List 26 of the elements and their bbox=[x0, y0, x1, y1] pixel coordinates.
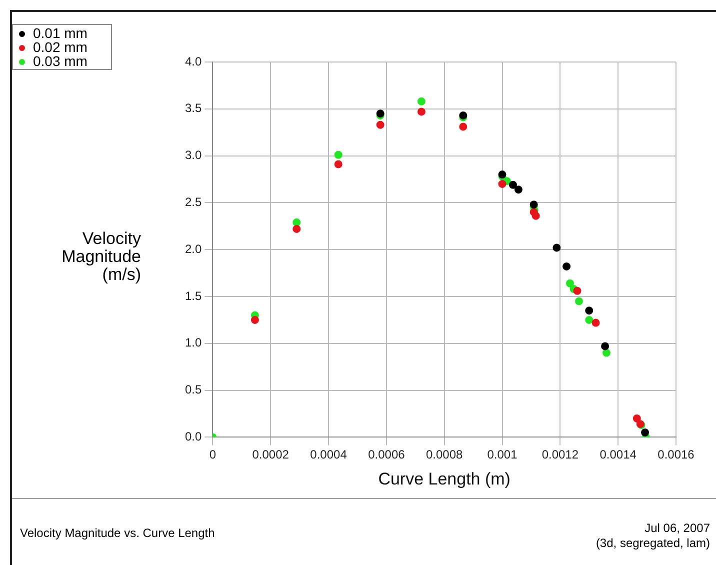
x-axis-title: Curve Length (m) bbox=[378, 469, 510, 488]
x-tick-label: 0 bbox=[209, 448, 216, 462]
y-tick-label: 1.0 bbox=[184, 336, 202, 350]
x-tick-label: 0.0008 bbox=[426, 448, 464, 462]
x-tick-label: 0.0004 bbox=[310, 448, 348, 462]
y-tick-label: 0.5 bbox=[184, 382, 202, 397]
x-tick-label: 0.0002 bbox=[252, 448, 290, 462]
legend-label: 0.01 mm bbox=[32, 25, 88, 41]
legend-label: 0.03 mm bbox=[32, 53, 88, 69]
x-tick-label: 0.0016 bbox=[658, 448, 695, 462]
x-tick-label: 0.0012 bbox=[542, 448, 579, 462]
y-tick-label: 4.0 bbox=[184, 54, 202, 68]
x-tick-label: 0.001 bbox=[487, 448, 518, 462]
y-axis-title: Velocity Magnitude (m/s) bbox=[62, 229, 141, 284]
x-tick-label: 0.0006 bbox=[368, 448, 406, 462]
text: Velocity Magnitude vs. Curve Length bbox=[20, 526, 215, 540]
x-tick-label: 0.0014 bbox=[600, 448, 637, 462]
y-tick-label: 3.0 bbox=[184, 148, 202, 162]
legend-label: 0.02 mm bbox=[32, 39, 88, 55]
y-tick-label: 2.5 bbox=[184, 195, 202, 210]
text: (3d, segregated, lam) bbox=[596, 536, 710, 550]
y-tick-label: 0.0 bbox=[184, 430, 202, 444]
y-tick-label: 3.5 bbox=[184, 101, 202, 116]
text: Jul 06, 2007 bbox=[644, 521, 710, 535]
y-tick-label: 1.5 bbox=[184, 288, 202, 303]
y-tick-label: 2.0 bbox=[184, 242, 202, 256]
